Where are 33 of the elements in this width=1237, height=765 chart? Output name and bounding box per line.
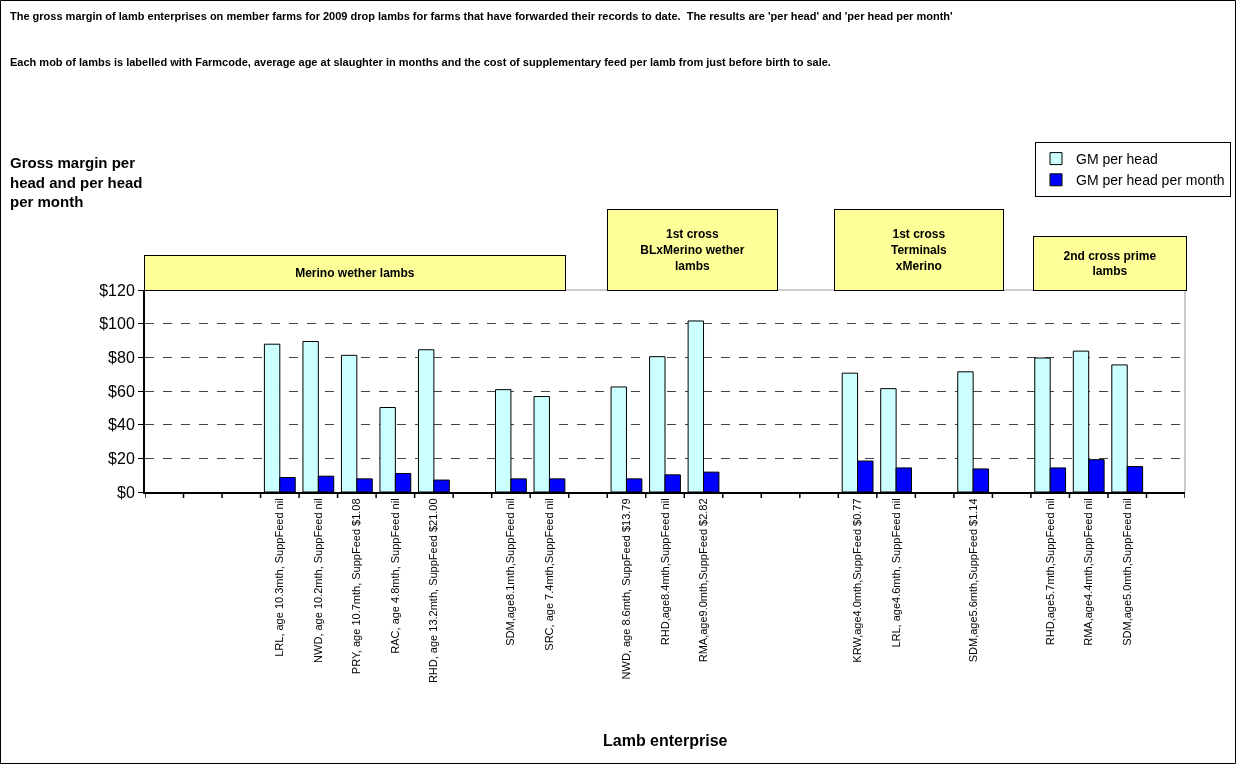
chart-title: The gross margin of lamb enterprises on member farms for 2009 drop lambs for farms that have forwarded their records to date. The results are 'per head' and 'per head per month' bbox=[10, 10, 954, 22]
y-tick-label: $40 bbox=[108, 416, 135, 434]
chart-subtitle: Each mob of lambs is labelled with Farmcode, average age at slaughter in months and the cost of supplementary feed per lamb from just before birth to sale. bbox=[10, 56, 831, 68]
y-tick-label: $80 bbox=[108, 348, 135, 366]
x-tick-label: NWD, age 8.6mth, SuppFeed $13.79 bbox=[620, 498, 633, 680]
y-tick-label: $20 bbox=[108, 449, 135, 467]
legend-label: GM per head per month bbox=[1076, 172, 1225, 189]
x-tick-label: RHD,age5.7mth,SuppFeed nil bbox=[1043, 498, 1056, 646]
text: 2nd cross prime lambs bbox=[1063, 248, 1157, 279]
x-axis-title: Lamb enterprise bbox=[603, 732, 728, 749]
x-tick-label: SRC, age 7.4mth,SuppFeed nil bbox=[543, 498, 556, 651]
x-tick-label: KRW,age4.0mth,SuppFeed $0.77 bbox=[851, 498, 864, 663]
x-tick-label: PRY, age 10.7mth, SuppFeed $1.08 bbox=[350, 498, 363, 675]
x-tick-label: NWD, age 10.2mth, SuppFeed nil bbox=[311, 498, 324, 663]
text: 1st cross Terminals xMerino bbox=[890, 227, 948, 273]
text: Merino wether lambs bbox=[295, 266, 415, 280]
x-tick-label: RHD, age 13.2mth, SuppFeed $21.00 bbox=[427, 498, 440, 684]
x-tick-label: RAC, age 4.8mth, SuppFeed nil bbox=[388, 498, 401, 654]
legend-label: GM per head bbox=[1076, 151, 1158, 168]
x-tick-label: RMA,age4.4mth,SuppFeed nil bbox=[1082, 498, 1095, 646]
x-tick-label: SDM,age5.0mth,SuppFeed nil bbox=[1120, 498, 1133, 646]
text: 1st cross BLxMerino wether lambs bbox=[640, 227, 745, 273]
x-tick-label: LRL, age4.6mth, SuppFeed nil bbox=[889, 498, 902, 648]
x-tick-label: SDM,age5.6mth,SuppFeed $1.14 bbox=[966, 498, 979, 663]
x-tick-label: RMA,age9.0mth,SuppFeed $2.82 bbox=[697, 498, 710, 663]
y-tick-label: $0 bbox=[117, 483, 135, 501]
x-tick-label: LRL, age 10.3mth, SuppFeed nil bbox=[273, 498, 286, 657]
y-tick-label: $60 bbox=[108, 382, 135, 400]
y-tick-label: $120 bbox=[99, 281, 135, 299]
x-tick-label: RHD,age8.4mth,SuppFeed nil bbox=[658, 498, 671, 646]
y-tick-label: $100 bbox=[99, 315, 135, 333]
y-axis-title: Gross margin per head and per head per month bbox=[10, 154, 143, 210]
x-tick-label: SDM,age8.1mth,SuppFeed nil bbox=[504, 498, 517, 646]
